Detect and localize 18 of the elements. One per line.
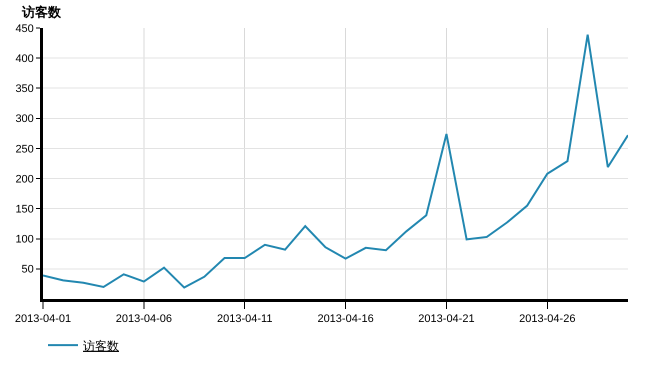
y-tick-label: 100 (15, 234, 34, 246)
y-tick-label: 300 (15, 113, 34, 126)
legend-label: 访客数 (83, 338, 119, 353)
y-tick-label: 400 (15, 52, 34, 65)
x-tick-label: 2013-04-16 (317, 313, 374, 326)
x-tick-label: 2013-04-21 (418, 313, 475, 326)
x-tick-label: 2013-04-06 (116, 313, 172, 326)
y-tick-label: 250 (15, 143, 34, 156)
y-tick-label: 150 (15, 204, 34, 216)
y-tick-label: 50 (22, 264, 34, 276)
x-tick-label: 2013-04-26 (519, 313, 576, 326)
line-series (43, 34, 628, 289)
y-tick-label: 200 (15, 173, 34, 186)
y-tick-label: 450 (15, 22, 34, 35)
x-tick-label: 2013-04-11 (216, 313, 272, 326)
chart-title: 访客数 (21, 4, 62, 20)
x-tick-label: 2013-04-01 (14, 313, 72, 326)
y-tick-label: 350 (15, 83, 34, 96)
